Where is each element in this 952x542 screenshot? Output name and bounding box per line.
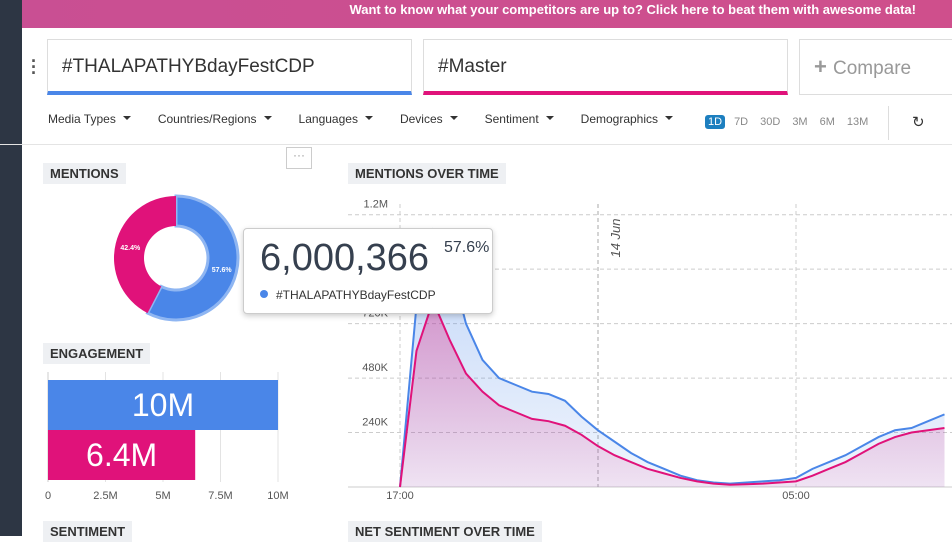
x-tick-label: 0 — [45, 490, 51, 502]
more-button[interactable]: ··· — [286, 147, 312, 169]
menu-dots[interactable]: · · · — [31, 51, 37, 83]
x-tick-label: 17:00 — [386, 490, 414, 502]
range-option[interactable]: 6M — [819, 116, 835, 128]
section-title: MENTIONS OVER TIME — [348, 163, 506, 184]
bar-label: 10M — [132, 387, 194, 423]
annotation: 14 Jun — [608, 218, 623, 257]
compare-button[interactable]: + Compare — [799, 39, 952, 95]
range-option[interactable]: 1D — [705, 115, 726, 129]
x-tick-label: 05:00 — [782, 490, 810, 502]
filter-dropdown[interactable]: Devices — [400, 112, 458, 126]
donut-slice — [145, 194, 240, 322]
tooltip-dot — [260, 290, 268, 298]
area — [400, 300, 945, 487]
compare-label: Compare — [832, 58, 912, 79]
sidebar — [0, 0, 22, 536]
line — [399, 227, 945, 488]
x-tick-label: 2.5M — [93, 490, 117, 502]
tooltip-name: #THALAPATHYBdayFestCDP — [276, 288, 436, 302]
section-title: ENGAGEMENT — [43, 343, 151, 364]
x-tick-label: 10M — [267, 490, 288, 502]
slice-label: 42.4% — [120, 245, 141, 252]
filter-bar: Media Types Countries/Regions Languages Dev… — [48, 112, 700, 126]
search-term[interactable]: #Master — [423, 39, 788, 95]
filter-dropdown[interactable]: Demographics — [581, 112, 673, 126]
range-option[interactable]: 7D — [734, 116, 749, 128]
line — [399, 298, 945, 488]
refresh-button[interactable]: ↻ — [912, 114, 925, 131]
y-tick-label: 480K — [362, 362, 388, 374]
x-tick-label: 7.5M — [208, 490, 232, 502]
range-option[interactable]: 30D — [760, 116, 781, 128]
tooltip-count: 6,000,366 — [260, 237, 430, 279]
bar-label: 6.4M — [86, 437, 157, 473]
filter-dropdown[interactable]: Countries/Regions — [158, 112, 272, 126]
bar — [48, 430, 196, 480]
tooltip: 6,000,366 57.6% #THALAPATHYBdayFestCDP — [243, 228, 493, 314]
tooltip-share: 57.6% — [444, 239, 490, 256]
donut-slice — [113, 196, 176, 314]
range-option[interactable]: 3M — [792, 116, 808, 128]
range-option[interactable]: 13M — [846, 116, 869, 128]
divider — [888, 106, 889, 140]
slice-label: 57.6% — [212, 267, 233, 274]
promo-banner[interactable]: Want to know what your competitors are u… — [22, 0, 952, 28]
x-tick-label: 5M — [155, 490, 170, 502]
divider — [0, 144, 952, 145]
y-tick-label: 1.2M — [364, 199, 388, 211]
search-term[interactable]: #THALAPATHYBdayFestCDP — [47, 39, 412, 95]
bar — [48, 380, 278, 430]
filter-dropdown[interactable]: Media Types — [48, 112, 131, 126]
section-title: MENTIONS — [43, 163, 126, 184]
filter-dropdown[interactable]: Sentiment — [485, 112, 554, 126]
filter-dropdown[interactable]: Languages — [299, 112, 373, 126]
y-tick-label: 240K — [362, 417, 388, 429]
range-picker: 1D 7D 30D 3M 6M 13M — [705, 115, 877, 129]
